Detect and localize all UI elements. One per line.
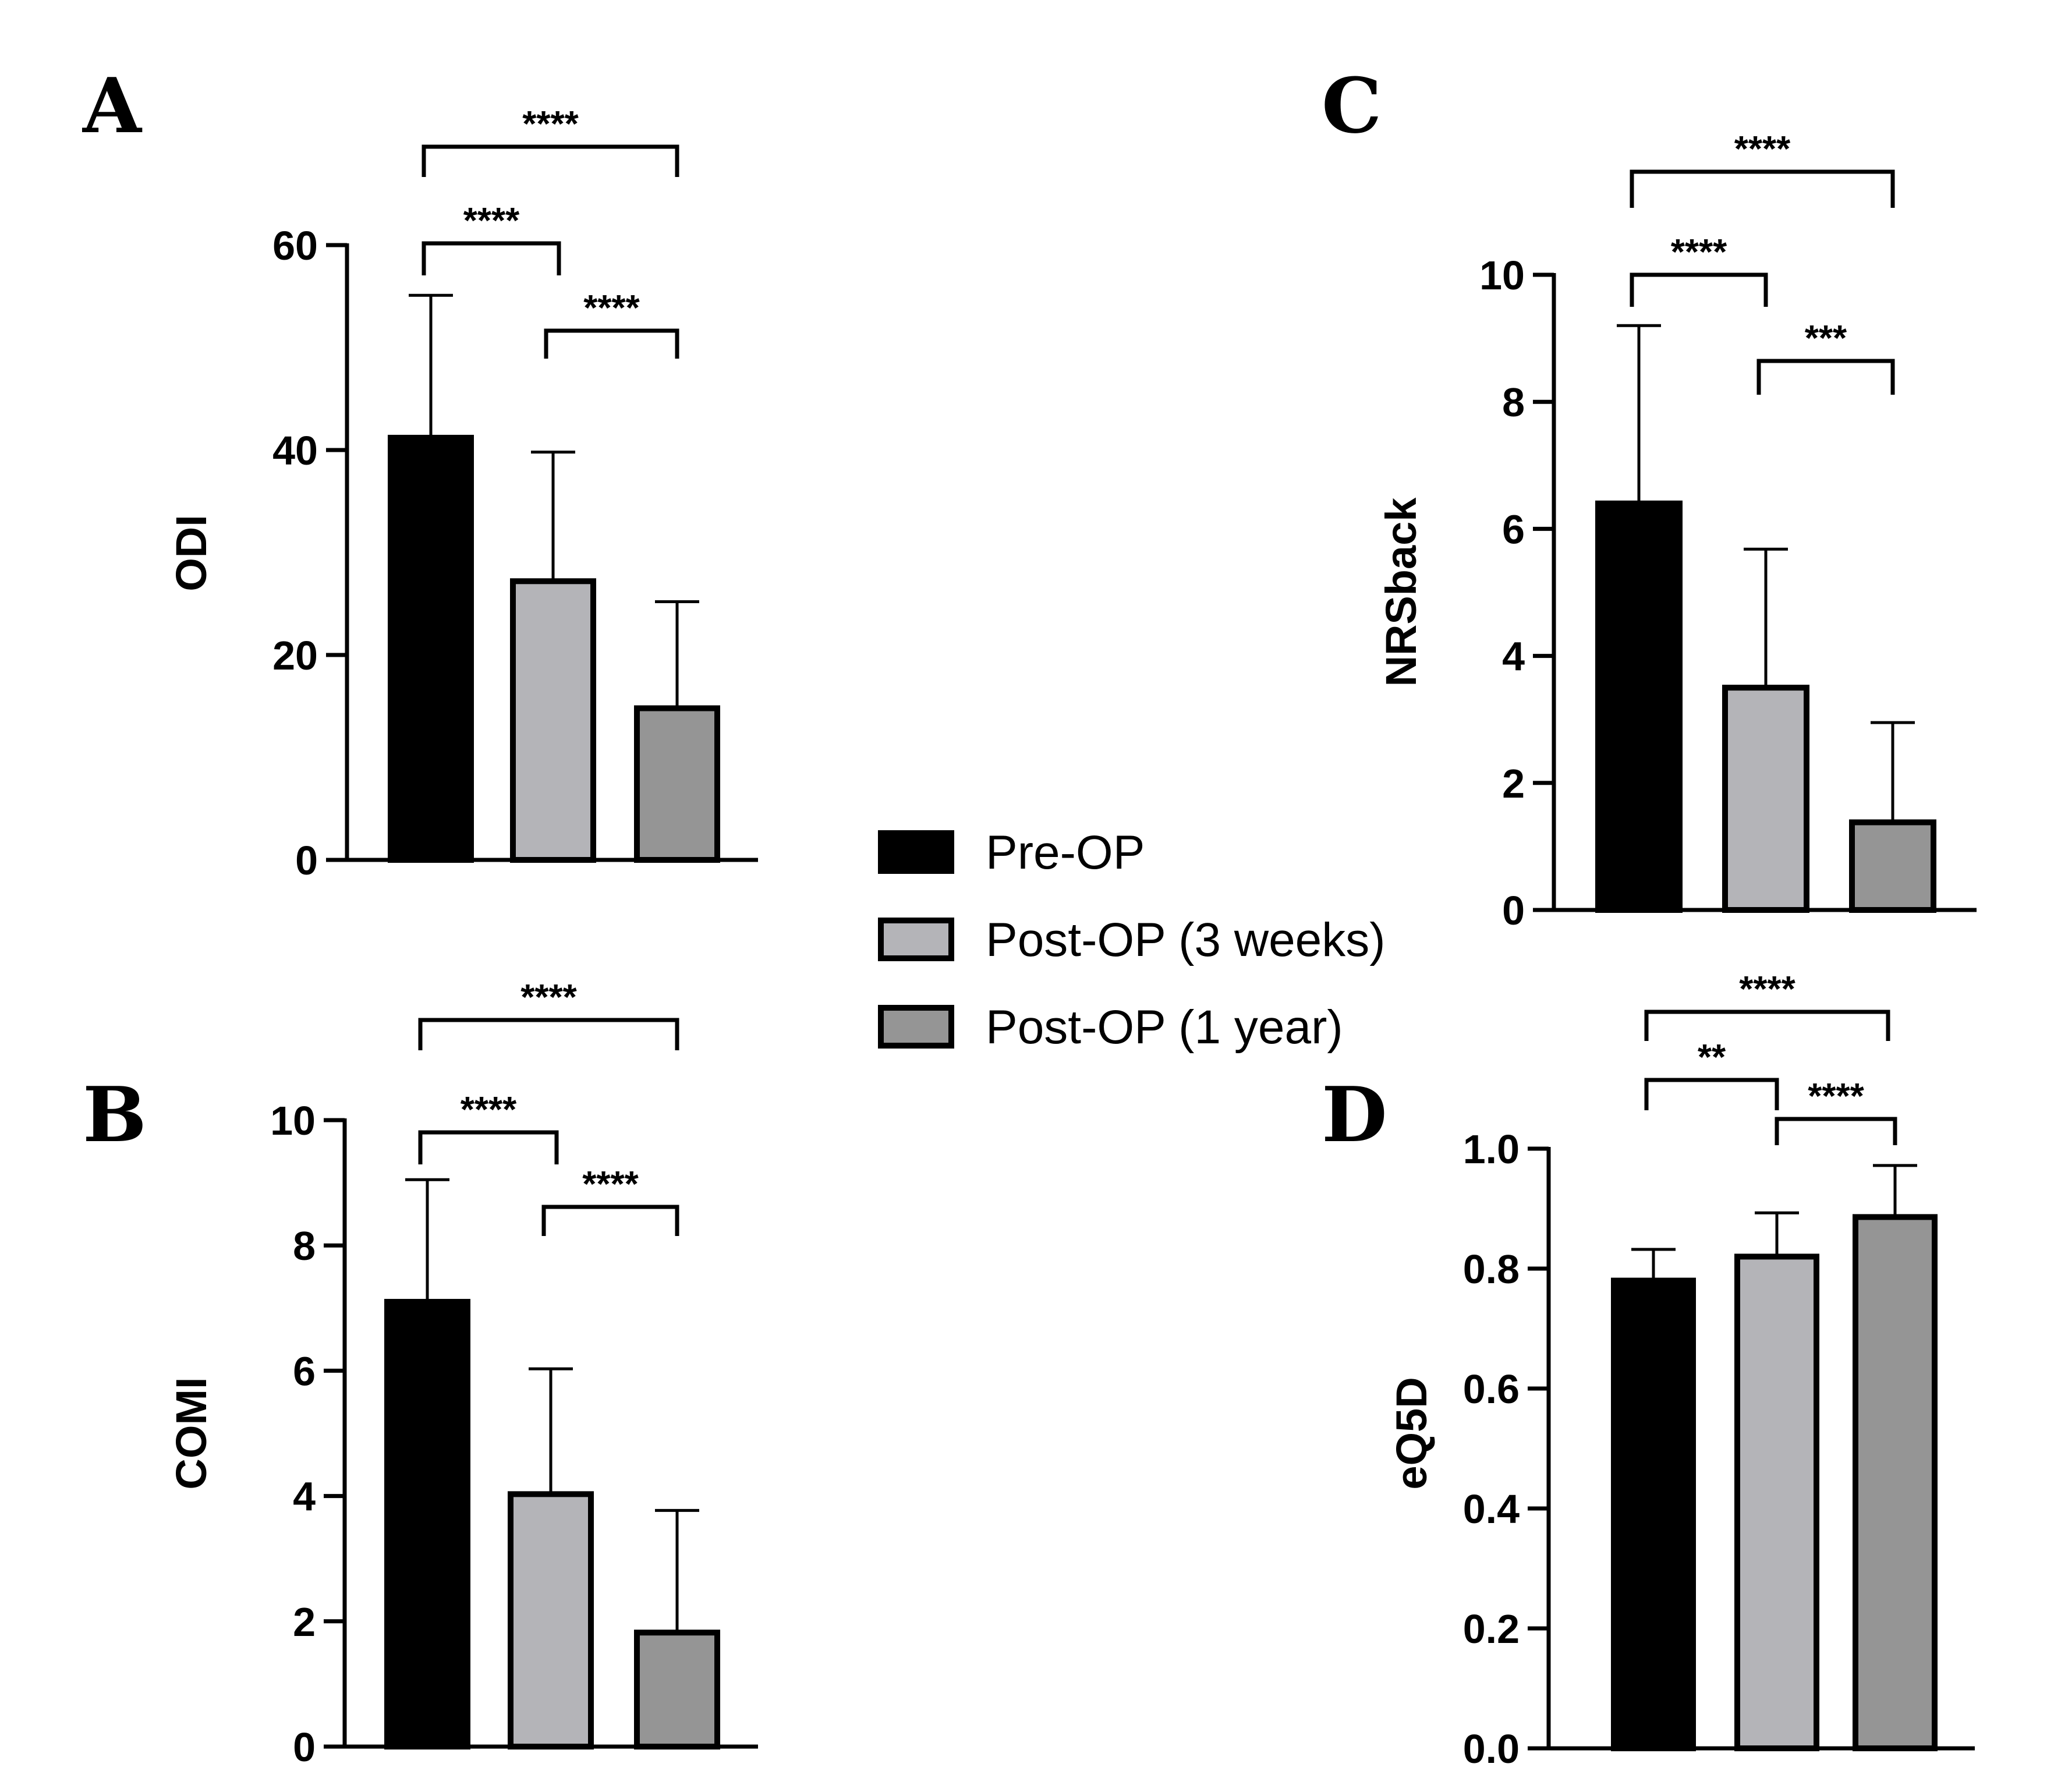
significance-label: **** bbox=[1808, 1076, 1864, 1117]
y-tick-label: 1.0 bbox=[1463, 1127, 1520, 1172]
significance-label: **** bbox=[582, 1164, 639, 1205]
y-axis-title: eQ5D bbox=[1387, 1377, 1436, 1489]
y-axis-title: NRSback bbox=[1377, 497, 1425, 687]
legend-swatch bbox=[878, 830, 954, 874]
bar-post-op-1-year bbox=[634, 1630, 720, 1749]
significance-label: *** bbox=[1805, 318, 1847, 359]
y-tick-label: 0.6 bbox=[1463, 1366, 1520, 1412]
bar-post-op-1-year bbox=[634, 705, 720, 863]
significance-bracket bbox=[418, 1130, 559, 1164]
y-tick-label: 60 bbox=[272, 223, 318, 268]
y-tick-label: 0.4 bbox=[1463, 1486, 1520, 1532]
significance-label: **** bbox=[1734, 129, 1791, 169]
significance-label: **** bbox=[461, 1090, 517, 1130]
y-tick-label: 0.2 bbox=[1463, 1606, 1520, 1652]
y-tick-label: 20 bbox=[272, 633, 318, 678]
significance-bracket bbox=[1644, 1078, 1779, 1110]
significance-label: **** bbox=[520, 978, 577, 1018]
significance-bracket bbox=[418, 1018, 679, 1050]
legend-label: Post-OP (3 weeks) bbox=[986, 913, 1386, 966]
y-tick-label: 40 bbox=[272, 428, 318, 473]
panel-a: A 0 20 40 60 ODI **** **** **** bbox=[82, 61, 758, 883]
y-tick-label: 2 bbox=[1502, 761, 1525, 806]
panel-letter: B bbox=[83, 1070, 147, 1159]
bar-pre-op bbox=[1595, 500, 1683, 913]
significance-bracket bbox=[544, 328, 679, 359]
significance-bracket bbox=[1756, 359, 1895, 395]
y-tick-label: 0.0 bbox=[1463, 1726, 1520, 1772]
y-tick-label: 10 bbox=[270, 1098, 316, 1143]
significance-bracket bbox=[1775, 1117, 1897, 1145]
legend-label: Post-OP (1 year) bbox=[986, 1001, 1343, 1054]
legend-label: Pre-OP bbox=[986, 826, 1145, 879]
y-tick-label: 8 bbox=[1502, 380, 1525, 425]
legend-swatch bbox=[878, 1005, 954, 1049]
y-tick-label: 0 bbox=[1502, 888, 1525, 933]
y-tick-label: 0 bbox=[295, 838, 318, 883]
bar-post-op-1-year bbox=[1853, 1214, 1938, 1751]
significance-label: **** bbox=[522, 104, 579, 144]
significance-bracket bbox=[422, 241, 561, 275]
panel-letter: A bbox=[82, 61, 143, 150]
legend: Pre-OP Post-OP (3 weeks) Post-OP (1 year) bbox=[878, 826, 1386, 1054]
significance-label: **** bbox=[1739, 969, 1795, 1010]
significance-label: ** bbox=[1698, 1037, 1726, 1078]
y-tick-label: 8 bbox=[293, 1223, 316, 1269]
significance-bracket bbox=[1630, 272, 1768, 307]
panel-letter: D bbox=[1322, 1070, 1387, 1159]
y-tick-label: 0 bbox=[293, 1724, 316, 1770]
y-tick-label: 6 bbox=[293, 1348, 316, 1394]
bar-pre-op bbox=[388, 434, 474, 863]
y-tick-label: 4 bbox=[1502, 634, 1525, 679]
y-tick-label: 10 bbox=[1479, 253, 1525, 298]
bar-post-op-1-year bbox=[1849, 819, 1936, 913]
bar-post-op-3-weeks bbox=[1734, 1253, 1819, 1751]
bar-pre-op bbox=[1611, 1277, 1696, 1752]
bar-post-op-3-weeks bbox=[510, 578, 596, 863]
significance-label: **** bbox=[463, 201, 520, 241]
significance-bracket bbox=[541, 1205, 679, 1236]
y-axis-title: ODI bbox=[167, 515, 215, 592]
panel-b: B 0 2 4 6 8 10 COMI **** **** **** bbox=[83, 978, 758, 1770]
significance-bracket bbox=[1644, 1010, 1890, 1041]
legend-swatch bbox=[878, 918, 954, 961]
y-tick-label: 0.8 bbox=[1463, 1246, 1520, 1292]
y-tick-label: 4 bbox=[293, 1474, 316, 1520]
bar-pre-op bbox=[384, 1299, 470, 1750]
significance-bracket bbox=[1630, 169, 1895, 208]
y-tick-label: 2 bbox=[293, 1599, 316, 1645]
bar-post-op-3-weeks bbox=[1722, 685, 1809, 913]
significance-label: **** bbox=[583, 288, 640, 328]
significance-label: **** bbox=[1671, 232, 1727, 272]
panel-letter: C bbox=[1322, 61, 1382, 150]
y-axis-title: COMI bbox=[167, 1377, 215, 1489]
y-tick-label: 6 bbox=[1502, 507, 1525, 552]
bar-post-op-3-weeks bbox=[508, 1491, 594, 1750]
significance-bracket bbox=[422, 144, 679, 177]
